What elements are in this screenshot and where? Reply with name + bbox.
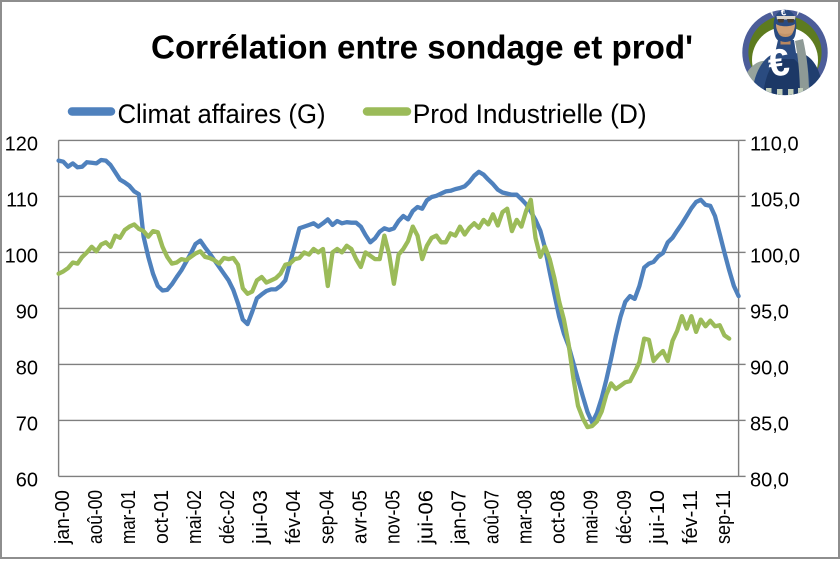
svg-text:sep-11: sep-11 [713, 490, 735, 544]
svg-text:100,0: 100,0 [750, 246, 800, 268]
svg-text:Corrélation entre sondage et p: Corrélation entre sondage et prod' [151, 28, 693, 65]
svg-text:avr-05: avr-05 [349, 490, 371, 544]
svg-text:Climat affaires (G): Climat affaires (G) [118, 99, 326, 129]
svg-text:105,0: 105,0 [750, 190, 800, 212]
svg-text:jan-00: jan-00 [52, 490, 74, 545]
svg-text:60: 60 [16, 470, 38, 492]
svg-text:80: 80 [16, 358, 38, 380]
svg-text:déc-09: déc-09 [614, 490, 636, 544]
svg-text:mai-02: mai-02 [184, 490, 206, 544]
svg-text:70: 70 [16, 414, 38, 436]
svg-text:déc-02: déc-02 [217, 490, 239, 544]
svg-text:120: 120 [5, 134, 38, 156]
svg-text:€: € [779, 6, 788, 19]
svg-text:110,0: 110,0 [750, 134, 799, 156]
svg-text:aoû-07: aoû-07 [482, 490, 504, 544]
svg-text:85,0: 85,0 [750, 414, 789, 436]
svg-text:€: € [766, 41, 792, 85]
svg-text:80,0: 80,0 [750, 470, 789, 492]
svg-text:fév-11: fév-11 [680, 490, 702, 544]
svg-text:oct-08: oct-08 [548, 490, 570, 544]
svg-text:90: 90 [16, 302, 38, 324]
svg-text:jui-06: jui-06 [415, 490, 437, 545]
svg-text:nov-05: nov-05 [382, 490, 404, 544]
svg-text:fév-04: fév-04 [283, 490, 305, 544]
svg-text:oct-01: oct-01 [151, 490, 173, 544]
svg-text:aoû-00: aoû-00 [85, 490, 107, 544]
svg-text:jui-03: jui-03 [250, 490, 272, 545]
svg-text:jan-07: jan-07 [449, 490, 471, 545]
svg-text:sep-04: sep-04 [316, 490, 338, 544]
svg-text:mai-09: mai-09 [581, 490, 603, 544]
svg-text:100: 100 [5, 246, 38, 268]
svg-text:110: 110 [6, 190, 38, 212]
svg-text:mar-01: mar-01 [118, 490, 140, 544]
svg-text:mar-08: mar-08 [515, 490, 537, 544]
svg-text:Prod Industrielle (D): Prod Industrielle (D) [413, 99, 647, 129]
svg-text:jui-10: jui-10 [647, 490, 669, 545]
svg-text:90,0: 90,0 [750, 358, 789, 380]
svg-text:95,0: 95,0 [750, 302, 789, 324]
